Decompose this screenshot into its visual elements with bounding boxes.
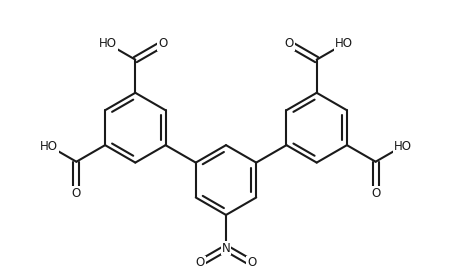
Text: O: O xyxy=(247,257,256,270)
Text: O: O xyxy=(72,187,81,200)
Text: HO: HO xyxy=(334,37,352,50)
Text: O: O xyxy=(195,257,204,270)
Text: N: N xyxy=(221,242,230,255)
Text: HO: HO xyxy=(393,140,411,153)
Text: HO: HO xyxy=(40,140,58,153)
Text: O: O xyxy=(370,187,379,200)
Text: HO: HO xyxy=(99,37,117,50)
Text: O: O xyxy=(157,37,167,50)
Text: O: O xyxy=(284,37,294,50)
